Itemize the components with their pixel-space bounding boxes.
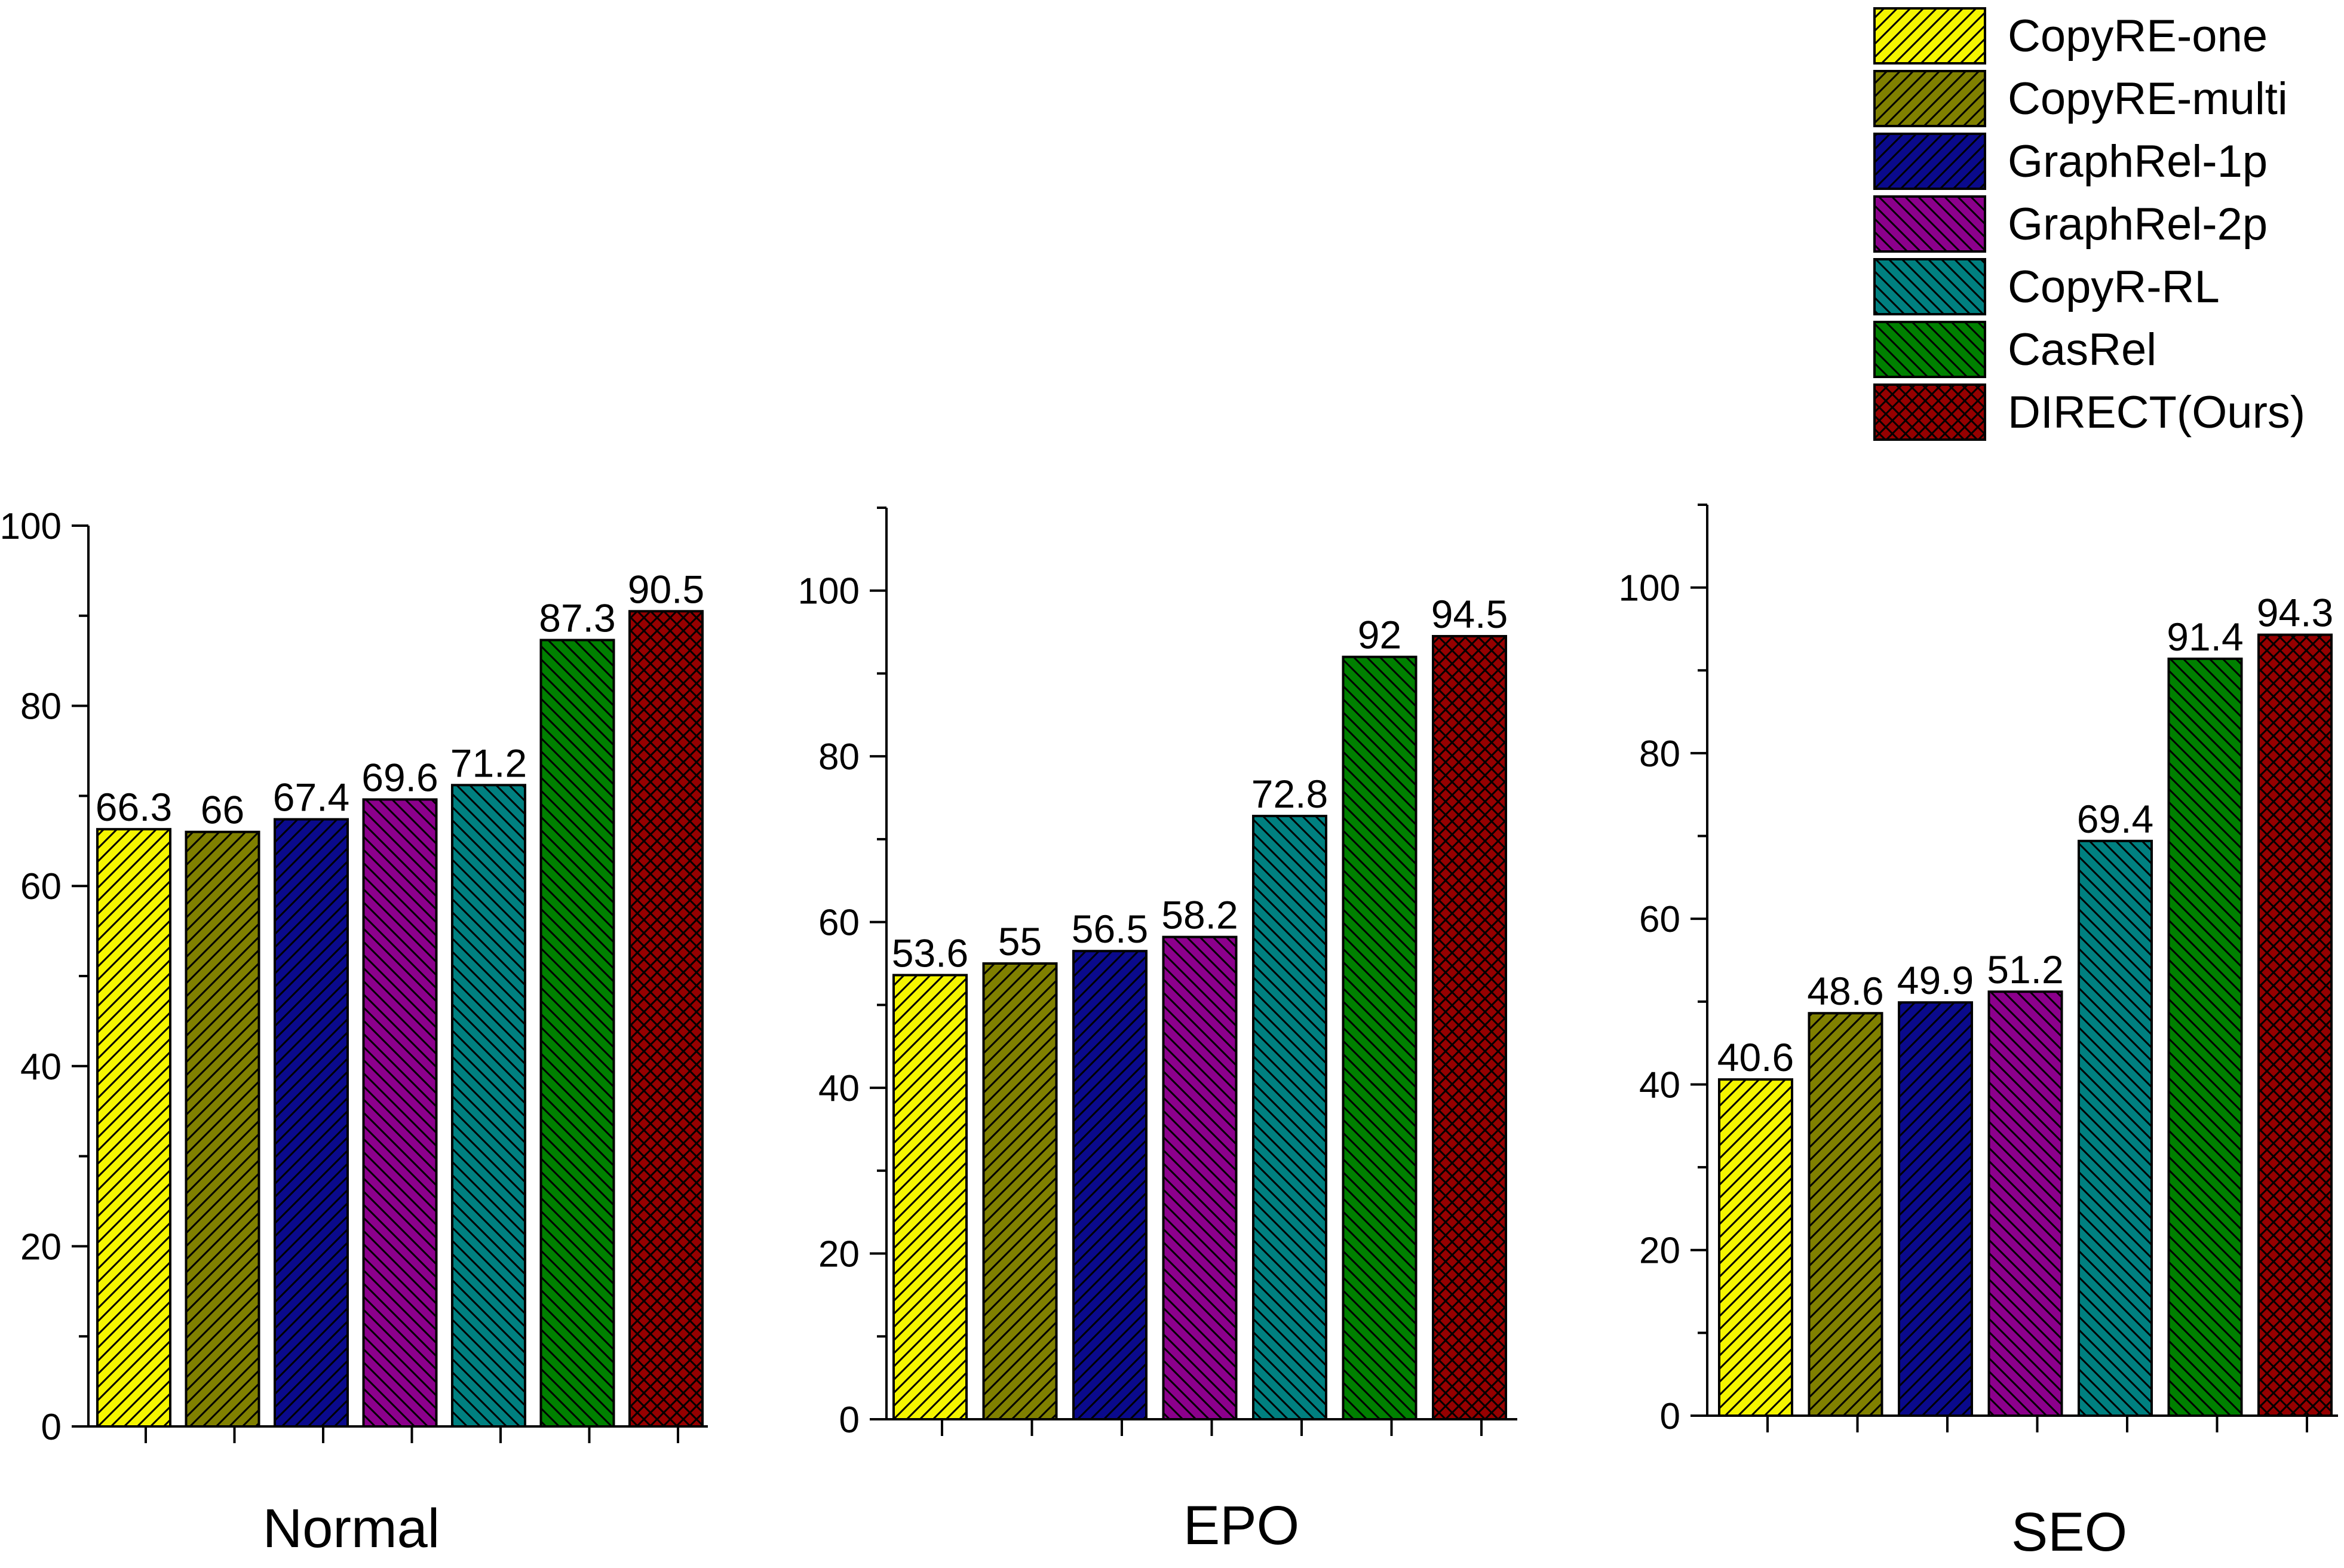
value-label-normal-direct-ours: 90.5: [628, 567, 704, 611]
y-tick-label-seo: 20: [1639, 1231, 1680, 1272]
bar-epo-graphrel-1p: [1072, 950, 1148, 1420]
chart-panels: 0 20 40 60 80 100 66.3 66 67.4 69.6 71.2 87.3 90.5 No…: [0, 504, 2338, 1563]
y-tick-label-normal: 100: [0, 506, 62, 547]
bar-seo-graphrel-2p: [1987, 990, 2063, 1417]
y-tick-label-epo: 20: [818, 1234, 860, 1275]
value-label-normal-copyre-multi: 66: [201, 788, 244, 832]
y-tick-label-seo: 60: [1639, 899, 1680, 940]
legend-item-casrel: CasRel: [1873, 321, 2156, 378]
bar-epo-copyre-one: [892, 974, 968, 1421]
y-tick-label-normal: 60: [20, 866, 62, 907]
value-label-epo-graphrel-2p: 58.2: [1161, 893, 1238, 937]
legend-label-direct-ours: DIRECT(Ours): [2008, 387, 2305, 438]
legend-swatch-graphrel-2p: [1873, 195, 1986, 253]
legend-swatch-copyre-multi: [1873, 70, 1986, 127]
value-label-normal-copyre-one: 66.3: [96, 785, 172, 829]
y-tick-label-seo: 0: [1660, 1396, 1680, 1437]
value-label-epo-copyr-rl: 72.8: [1251, 772, 1328, 816]
y-tick-label-epo: 0: [839, 1400, 860, 1441]
panel-epo: 0 20 40 60 80 100 53.6 55 56.5 58.2 72.8 92 94.5 EPO: [798, 507, 1517, 1556]
value-label-normal-casrel: 87.3: [539, 596, 615, 640]
value-label-normal-graphrel-1p: 67.4: [273, 775, 349, 820]
bar-seo-copyr-rl: [2078, 839, 2153, 1417]
legend-label-copyre-one: CopyRE-one: [2008, 11, 2268, 62]
bar-epo-direct-ours: [1432, 635, 1507, 1420]
value-label-seo-graphrel-1p: 49.9: [1897, 958, 1974, 1002]
bar-epo-casrel: [1342, 655, 1418, 1420]
legend-label-copyre-multi: CopyRE-multi: [2008, 73, 2288, 124]
bar-normal-graphrel-2p: [362, 798, 438, 1428]
bar-seo-casrel: [2167, 657, 2243, 1417]
value-label-epo-graphrel-1p: 56.5: [1072, 907, 1148, 951]
value-label-seo-copyr-rl: 69.4: [2077, 797, 2153, 841]
legend-item-direct-ours: DIRECT(Ours): [1873, 383, 2305, 441]
value-label-epo-copyre-multi: 55: [998, 919, 1042, 963]
legend-swatch-graphrel-1p: [1873, 133, 1986, 190]
legend-swatch-direct-ours: [1873, 383, 1986, 441]
y-tick-label-seo: 40: [1639, 1064, 1680, 1106]
bar-normal-graphrel-1p: [274, 818, 349, 1428]
value-label-seo-copyre-one: 40.6: [1717, 1035, 1794, 1079]
y-tick-label-normal: 0: [41, 1407, 62, 1448]
y-tick-label-epo: 100: [798, 571, 860, 612]
value-label-epo-casrel: 92: [1358, 613, 1401, 657]
value-label-epo-direct-ours: 94.5: [1431, 592, 1508, 636]
y-tick-label-epo: 60: [818, 903, 860, 944]
value-label-epo-copyre-one: 53.6: [892, 931, 968, 975]
value-label-seo-direct-ours: 94.3: [2257, 591, 2333, 635]
y-tick-label-normal: 20: [20, 1226, 62, 1268]
legend-label-copyr-rl: CopyR-RL: [2008, 262, 2220, 312]
legend-item-copyre-multi: CopyRE-multi: [1873, 70, 2288, 127]
value-label-seo-graphrel-2p: 51.2: [1987, 947, 2063, 992]
bar-normal-copyr-rl: [451, 784, 526, 1428]
legend-item-copyr-rl: CopyR-RL: [1873, 258, 2220, 315]
legend-swatch-casrel: [1873, 321, 1986, 378]
y-tick-label-seo: 100: [1619, 568, 1680, 609]
value-label-seo-casrel: 91.4: [2167, 615, 2243, 659]
panel-seo: 0 20 40 60 80 100 40.6 48.6 49.9 51.2 69.4 91.4 94.3…: [1619, 504, 2338, 1563]
legend-label-casrel: CasRel: [2008, 324, 2156, 375]
legend-label-graphrel-2p: GraphRel-2p: [2008, 199, 2268, 250]
value-label-seo-copyre-multi: 48.6: [1807, 969, 1883, 1013]
y-tick-label-epo: 40: [818, 1068, 860, 1109]
y-tick-label-normal: 40: [20, 1047, 62, 1088]
bar-normal-copyre-multi: [185, 830, 260, 1428]
panel-normal: 0 20 40 60 80 100 66.3 66 67.4 69.6 71.2 87.3 90.5 No…: [0, 506, 708, 1559]
bar-epo-copyr-rl: [1252, 815, 1327, 1420]
bar-normal-copyre-one: [96, 828, 171, 1428]
legend-item-graphrel-2p: GraphRel-2p: [1873, 195, 2268, 253]
legend-swatch-copyre-one: [1873, 7, 1986, 65]
y-tick-label-epo: 80: [818, 737, 860, 778]
bar-seo-copyre-multi: [1808, 1012, 1883, 1417]
legend-item-copyre-one: CopyRE-one: [1873, 7, 2268, 65]
bar-normal-casrel: [539, 639, 615, 1428]
x-axis-label-normal: Normal: [263, 1498, 440, 1559]
legend: CopyRE-one CopyRE-multi GraphRel-1p GraphRe…: [1873, 7, 2305, 441]
legend-item-graphrel-1p: GraphRel-1p: [1873, 133, 2268, 190]
y-tick-label-normal: 80: [20, 686, 62, 728]
bar-epo-copyre-multi: [982, 962, 1058, 1420]
bar-seo-direct-ours: [2257, 633, 2333, 1417]
legend-label-graphrel-1p: GraphRel-1p: [2008, 136, 2268, 187]
y-tick-label-seo: 80: [1639, 734, 1680, 775]
x-axis-label-seo: SEO: [2011, 1502, 2127, 1563]
bar-epo-graphrel-2p: [1162, 935, 1238, 1420]
bar-seo-copyre-one: [1718, 1078, 1793, 1417]
value-label-normal-graphrel-2p: 69.6: [361, 755, 438, 799]
x-axis-label-epo: EPO: [1183, 1495, 1299, 1556]
bar-seo-graphrel-1p: [1898, 1001, 1973, 1417]
legend-swatch-copyr-rl: [1873, 258, 1986, 315]
value-label-normal-copyr-rl: 71.2: [450, 741, 527, 785]
bar-normal-direct-ours: [628, 610, 704, 1428]
